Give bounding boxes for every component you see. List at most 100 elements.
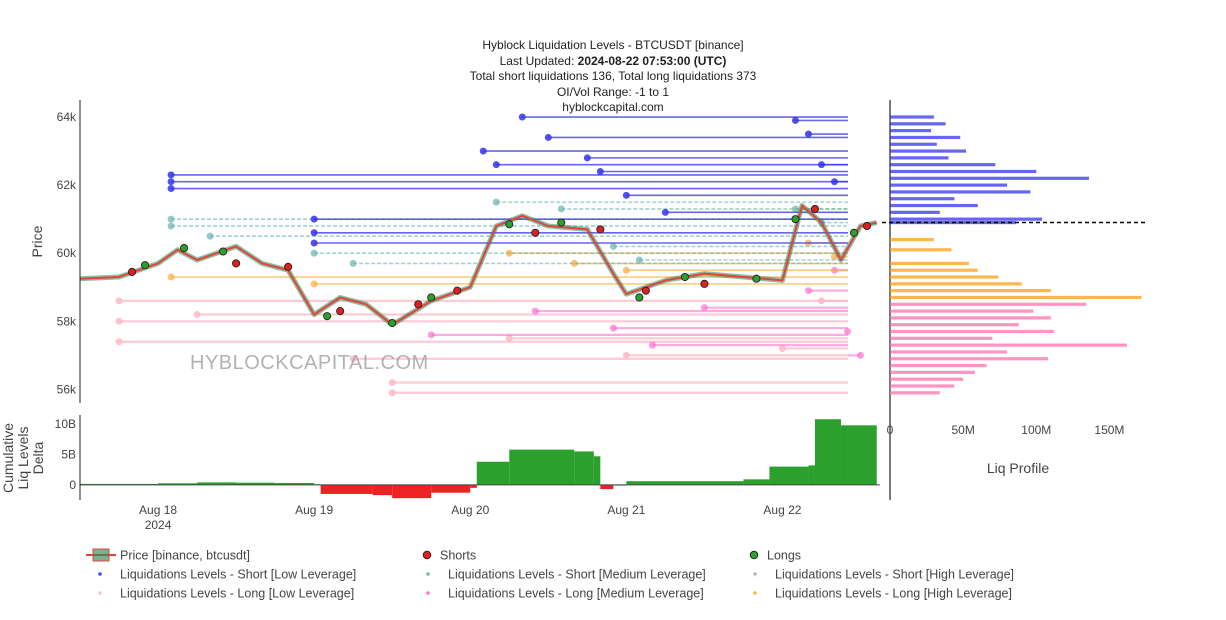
profile-long-bar — [890, 350, 1008, 354]
legend-item: Price [binance, btcusdt] — [86, 548, 250, 563]
profile-x-tick-label: 50M — [951, 423, 974, 437]
profile-long-bar — [890, 343, 1127, 347]
delta-negative-area — [392, 484, 432, 499]
liq-level-origin-short-low — [167, 171, 175, 179]
profile-long-bar — [890, 316, 1051, 320]
legend-short-high-dot — [753, 572, 757, 576]
liq-level-origin-short-medium — [557, 205, 565, 213]
legend: Price [binance, btcusdt] Shorts Longs Liqui… — [86, 548, 1014, 601]
last-updated-value: 2024-08-22 07:53:00 (UTC) — [577, 53, 727, 68]
liq-level-origin-short-low — [310, 229, 318, 237]
legend-label: Shorts — [440, 549, 476, 563]
liq-level-origin-long-low — [115, 338, 123, 346]
delta-negative-area — [600, 484, 614, 490]
legend-longs-marker — [749, 550, 759, 560]
liq-level-origin-short-low — [622, 191, 630, 199]
delta-positive-area — [476, 461, 510, 485]
x-tick-label: Aug 20 — [451, 503, 489, 517]
liq-level-origin-long-medium — [648, 341, 656, 349]
longs-marker — [140, 261, 150, 270]
main-y-axis-title: Price — [29, 225, 45, 257]
liq-level-origin-long-medium — [531, 307, 539, 315]
profile-short-bar — [890, 115, 934, 119]
longs-marker — [323, 312, 332, 321]
shorts-marker — [700, 279, 709, 288]
delta-y-axis-title: Liq Levels — [15, 426, 31, 489]
profile-short-bar — [890, 217, 1043, 221]
shorts-marker — [862, 221, 872, 231]
profile-short-bar — [890, 149, 967, 153]
liq-level-origin-long-low — [817, 297, 825, 305]
profile-short-bar — [890, 197, 955, 201]
delta-positive-area — [808, 465, 815, 485]
longs-marker — [388, 318, 397, 328]
liq-level-origin-long-high — [622, 266, 630, 274]
last-updated: Last Updated: 2024-08-22 07:53:00 (UTC) — [0, 54, 1226, 70]
liq-level-origin-long-high — [570, 259, 578, 267]
shorts-marker — [810, 204, 820, 213]
last-updated-label: Last Updated: — [499, 53, 578, 68]
profile-long-bar — [890, 336, 993, 340]
profile-long-bar — [890, 289, 1051, 293]
x-tick-label: Aug 22 — [763, 503, 801, 517]
delta-positive-area — [236, 482, 276, 485]
delta-positive-area — [593, 456, 601, 485]
delta-y-tick-label: 0 — [69, 478, 76, 492]
liq-level-origin-short-medium — [609, 242, 617, 250]
liq-level-origin-short-medium — [310, 249, 318, 257]
profile-long-bar — [890, 302, 1087, 306]
profile-long-bar — [890, 377, 964, 381]
legend-long-medium-dot — [426, 591, 430, 595]
liq-level-origin-short-medium — [349, 259, 357, 267]
legend-label: Liquidations Levels - Short [Medium Leve… — [448, 568, 706, 582]
legend-shorts-marker — [422, 550, 432, 560]
site-name: hyblockcapital.com — [562, 100, 664, 114]
delta-positive-area — [574, 451, 594, 485]
delta-y-axis-title: Delta — [30, 441, 46, 474]
legend-short-medium-dot — [426, 572, 430, 576]
profile-x-tick-label: 150M — [1094, 423, 1124, 437]
profile-short-bar — [890, 169, 1037, 174]
liq-level-origin-short-low — [310, 215, 318, 223]
profile-long-bar — [890, 329, 1054, 334]
profile-short-bar — [890, 122, 946, 126]
delta-positive-area — [197, 482, 237, 485]
liq-level-origin-long-low — [622, 351, 630, 359]
liq-level-origin-short-low — [518, 113, 526, 121]
profile-long-bar — [890, 282, 1022, 286]
profile-short-bar — [890, 203, 978, 208]
profile-long-bar — [890, 275, 999, 279]
liq-level-origin-short-medium — [791, 205, 799, 213]
profile-long-bar — [890, 323, 1019, 327]
liq-level-origin-short-low — [661, 208, 669, 216]
chart-title: Hyblock Liquidation Levels - BTCUSDT [bi… — [482, 38, 744, 52]
delta-positive-area — [814, 419, 841, 485]
longs-marker — [752, 274, 761, 283]
oi-vol-range: OI/Vol Range: -1 to 1 — [556, 84, 670, 99]
chart-title-block: Hyblock Liquidation Levels - BTCUSDT [bi… — [0, 38, 1226, 116]
liq-level-origin-short-low — [479, 147, 487, 155]
liq-level-origin-short-low — [583, 154, 591, 162]
liq-level-origin-long-medium — [843, 328, 851, 336]
profile-x-tick-label: 100M — [1021, 423, 1051, 437]
x-tick-label: Aug 21 — [607, 503, 645, 517]
profile-short-bar — [890, 176, 1089, 180]
main-y-tick-label: 62k — [57, 178, 77, 192]
delta-positive-area — [275, 483, 315, 485]
profile-long-bar — [890, 248, 952, 252]
legend-label: Liquidations Levels - Short [High Levera… — [775, 568, 1014, 582]
longs-marker — [849, 228, 859, 237]
legend-label: Liquidations Levels - Long [High Leverag… — [775, 587, 1012, 601]
main-y-tick-label: 60k — [57, 246, 77, 260]
legend-label: Price [binance, btcusdt] — [120, 549, 250, 563]
profile-short-bar — [890, 163, 996, 167]
watermark: HYBLOCKCAPITAL.COM — [190, 352, 429, 374]
legend-item: Liquidations Levels - Long [Low Leverage… — [98, 587, 354, 601]
liq-level-origin-short-low — [830, 178, 838, 186]
legend-item: Shorts — [422, 549, 476, 563]
main-y-tick-label: 56k — [57, 382, 77, 396]
legend-label: Liquidations Levels - Long [Low Leverage… — [120, 587, 354, 601]
profile-short-bar — [890, 135, 961, 140]
x-tick-year-label: 2024 — [145, 518, 172, 532]
delta-y-axis-title: Cumulative — [0, 423, 16, 493]
